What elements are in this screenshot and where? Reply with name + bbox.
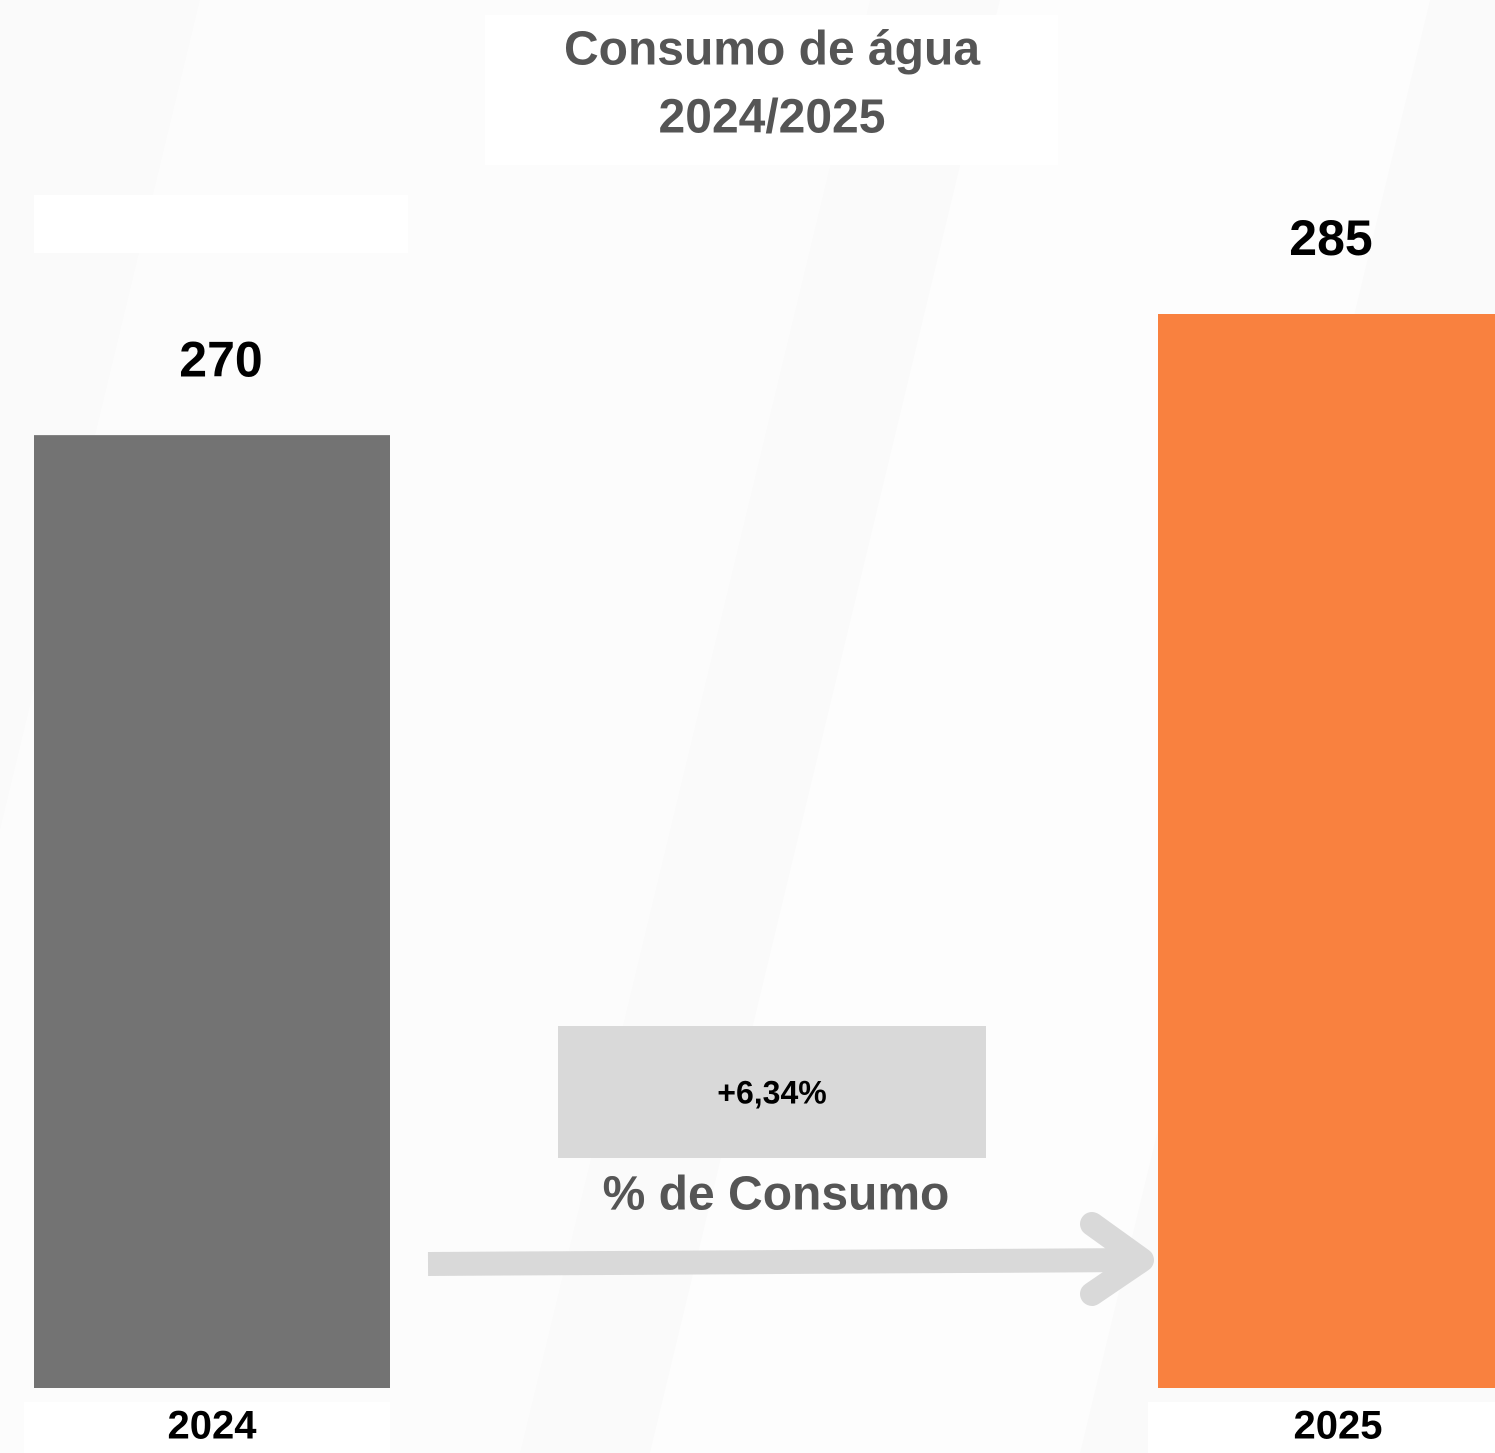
- arrow-shaft: [427, 1248, 1141, 1276]
- chart-subtitle: 2024/2025: [659, 91, 886, 144]
- change-caption: % de Consumo: [603, 1168, 950, 1221]
- annotation-box: [558, 1026, 986, 1158]
- chart-title: Consumo de água: [564, 23, 980, 76]
- category-box: [1148, 1402, 1495, 1453]
- x-tick-label: 2025: [1294, 1404, 1383, 1448]
- change-label: +6,34%: [717, 1074, 826, 1110]
- bar: [34, 435, 390, 1388]
- arrow-head: [1080, 1212, 1154, 1306]
- value-label: 270: [179, 331, 262, 387]
- value-label: 285: [1289, 210, 1372, 266]
- x-tick-label: 2024: [168, 1404, 258, 1448]
- bar: [1158, 314, 1495, 1388]
- category-box: [24, 1402, 390, 1453]
- title-box: [485, 15, 1058, 165]
- label-box: [34, 195, 408, 253]
